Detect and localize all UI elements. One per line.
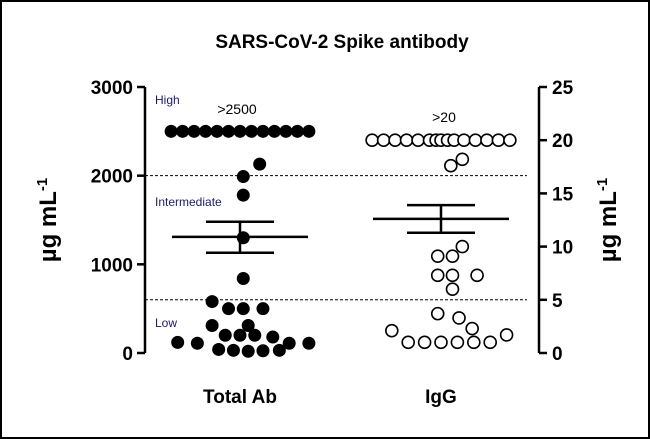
data-point (256, 124, 270, 138)
data-point (218, 328, 232, 342)
data-point (302, 336, 316, 350)
right-tick-label: 10 (552, 238, 573, 259)
chart-title: SARS-CoV-2 Spike antibody (215, 32, 469, 53)
data-point (164, 124, 178, 138)
data-point (445, 249, 460, 263)
data-point (236, 272, 250, 286)
data-point (457, 133, 471, 147)
data-point (222, 124, 236, 138)
data-point (241, 319, 255, 333)
data-point (233, 328, 247, 342)
data-point (236, 188, 250, 202)
data-point (256, 344, 270, 358)
data-point (483, 335, 498, 350)
data-point (399, 133, 414, 147)
data-point (267, 124, 281, 138)
data-point (376, 133, 391, 147)
data-point (187, 124, 201, 138)
left-tick-label: 3000 (91, 78, 133, 99)
left-tick-label: 0 (122, 344, 133, 365)
zone-label-intermediate: Intermediate (155, 195, 222, 209)
data-point (266, 330, 280, 344)
data-point (233, 124, 247, 138)
right-tick-label: 15 (552, 184, 574, 205)
data-point (455, 152, 470, 167)
data-point (171, 335, 185, 349)
data-point (253, 157, 267, 171)
data-point (384, 323, 399, 338)
data-point (401, 335, 416, 350)
data-point (365, 133, 379, 147)
data-point (452, 311, 466, 325)
data-point (470, 268, 484, 283)
right-tick-label: 0 (552, 344, 563, 365)
mean-sem-bars (172, 203, 509, 255)
data-point (450, 335, 465, 350)
data-point (248, 328, 262, 342)
data-point (480, 133, 494, 147)
category-label-igg: IgG (425, 387, 457, 408)
data-point (176, 124, 190, 138)
data-point (205, 295, 219, 309)
right-axis-label: µg mL-1 (594, 178, 622, 263)
data-point (272, 343, 286, 357)
data-point (468, 133, 483, 147)
data-point (445, 268, 460, 283)
data-point (417, 335, 432, 350)
data-point (465, 321, 479, 336)
data-point (282, 336, 296, 350)
annotation-igg: >20 (432, 109, 456, 125)
data-point (430, 249, 445, 263)
data-points (164, 124, 517, 358)
data-point (199, 124, 213, 138)
data-point (241, 344, 255, 358)
data-point (212, 342, 226, 356)
data-point (430, 306, 445, 321)
data-point (466, 335, 481, 350)
data-point (503, 133, 517, 147)
category-label-total-ab: Total Ab (203, 387, 277, 408)
data-point (236, 170, 250, 184)
data-point (444, 158, 458, 173)
data-point (210, 124, 224, 138)
data-point (190, 336, 204, 350)
left-tick-label: 1000 (91, 255, 133, 276)
data-point (499, 328, 514, 342)
data-point (279, 124, 293, 138)
data-point (244, 124, 258, 138)
data-point (455, 239, 470, 254)
data-point (388, 133, 402, 147)
right-tick-label: 25 (552, 78, 574, 99)
data-point (226, 343, 240, 357)
data-point (411, 133, 425, 147)
zone-label-low: Low (155, 316, 177, 330)
data-point (430, 268, 445, 283)
data-point (205, 319, 219, 333)
data-point (491, 133, 506, 147)
data-point (302, 124, 316, 138)
right-tick-label: 5 (552, 291, 563, 312)
annotation-total-ab: >2500 (217, 101, 257, 117)
data-point (290, 124, 304, 138)
data-point (256, 302, 270, 316)
zone-label-high: High (155, 93, 180, 107)
data-point (236, 302, 250, 316)
left-axis-ticks: 0 1000 2000 3000 (91, 78, 145, 365)
data-point (434, 335, 448, 350)
data-point (445, 282, 460, 296)
data-point (222, 302, 236, 316)
right-axis-ticks: 0 5 10 15 20 25 (539, 78, 574, 365)
left-tick-label: 2000 (91, 167, 133, 188)
right-tick-label: 20 (552, 131, 573, 152)
left-axis-label: µg mL-1 (34, 178, 62, 263)
